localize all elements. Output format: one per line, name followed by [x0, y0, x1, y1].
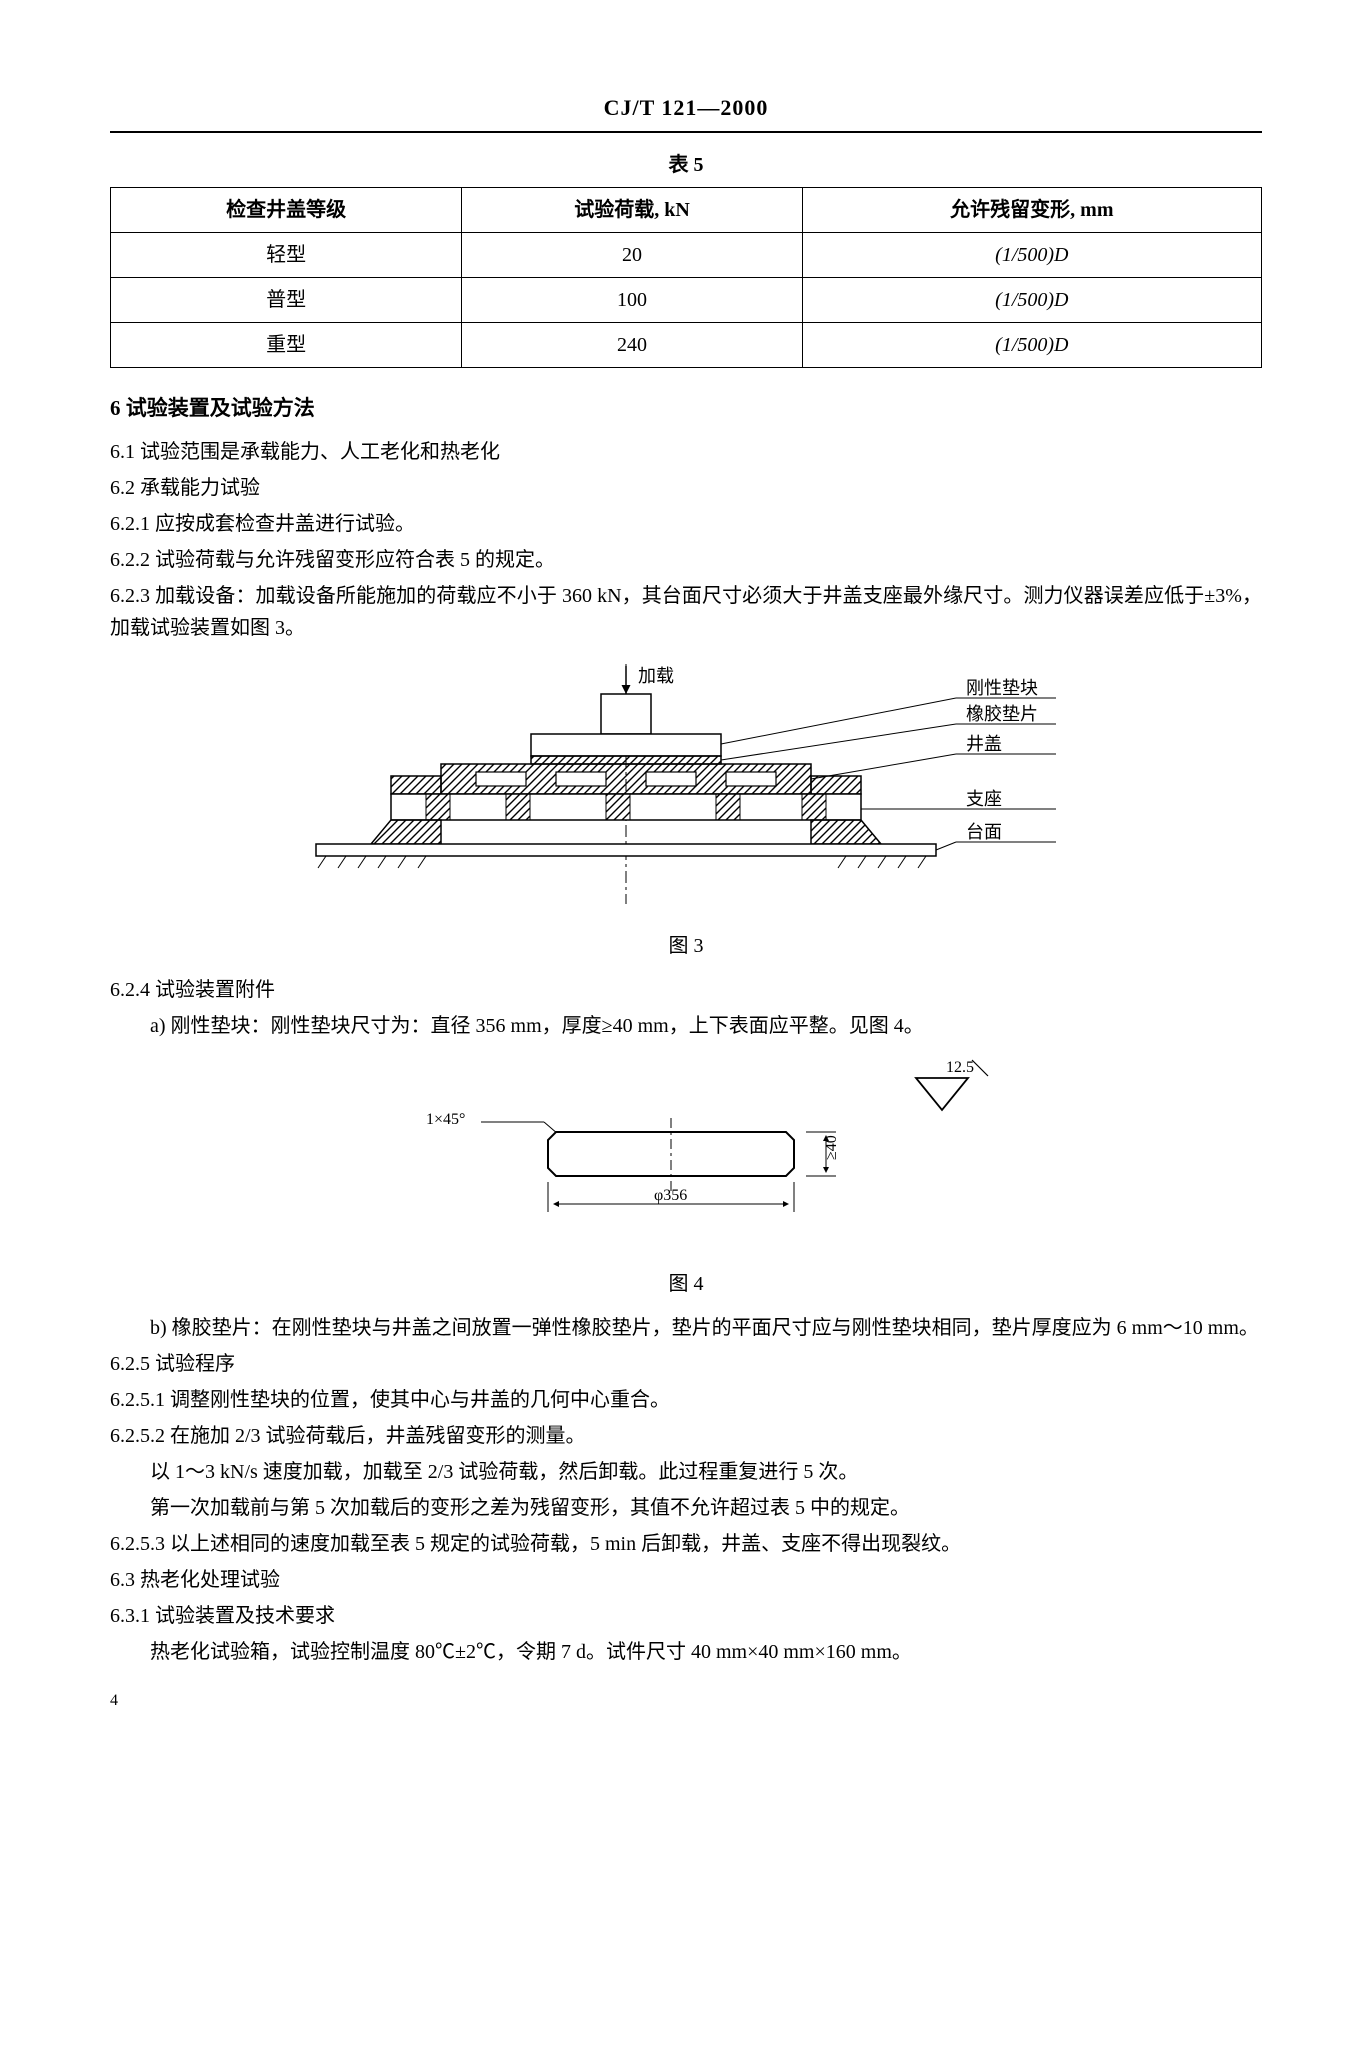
cell: 轻型	[111, 233, 462, 278]
cell: (1/500)D	[802, 278, 1261, 323]
cell: 100	[462, 278, 802, 323]
cell: (1/500)D	[802, 233, 1261, 278]
col-deform: 允许残留变形, mm	[802, 188, 1261, 233]
figure4-caption: 图 4	[110, 1268, 1262, 1300]
figure4-svg: 12.5 1×45° ≥40 φ356	[276, 1052, 1096, 1252]
fig3-cover-label: 井盖	[966, 734, 1002, 754]
p-6-2: 6.2 承载能力试验	[110, 472, 1262, 504]
p-6-3-1: 6.3.1 试验装置及技术要求	[110, 1600, 1262, 1632]
fig3-load-label: 加载	[638, 666, 674, 686]
figure3-caption: 图 3	[110, 930, 1262, 962]
figure3-svg: 加载 刚性垫块 橡胶垫片 井盖 支座	[276, 654, 1096, 914]
fig3-rigid-block-label: 刚性垫块	[966, 678, 1038, 698]
p-6-2-4-b: b) 橡胶垫片：在刚性垫块与井盖之间放置一弹性橡胶垫片，垫片的平面尺寸应与刚性垫…	[110, 1312, 1262, 1344]
p-6-3: 6.3 热老化处理试验	[110, 1564, 1262, 1596]
fig4-chamfer-label: 1×45°	[426, 1111, 465, 1128]
p-6-2-5-1: 6.2.5.1 调整刚性垫块的位置，使其中心与井盖的几何中心重合。	[110, 1384, 1262, 1416]
col-grade: 检查井盖等级	[111, 188, 462, 233]
table5-caption: 表 5	[110, 149, 1262, 181]
p-6-3-1-p: 热老化试验箱，试验控制温度 80℃±2℃，令期 7 d。试件尺寸 40 mm×4…	[110, 1636, 1262, 1668]
standard-header: CJ/T 121—2000	[110, 90, 1262, 133]
p-6-2-4-a: a) 刚性垫块：刚性垫块尺寸为：直径 356 mm，厚度≥40 mm，上下表面应…	[110, 1010, 1262, 1042]
p-6-2-5-2-p1: 以 1～3 kN/s 速度加载，加载至 2/3 试验荷载，然后卸载。此过程重复进…	[110, 1456, 1262, 1488]
table-row: 重型 240 (1/500)D	[111, 323, 1262, 368]
table-row: 检查井盖等级 试验荷载, kN 允许残留变形, mm	[111, 188, 1262, 233]
p-6-2-5: 6.2.5 试验程序	[110, 1348, 1262, 1380]
figure3: 加载 刚性垫块 橡胶垫片 井盖 支座	[110, 654, 1262, 924]
table-row: 轻型 20 (1/500)D	[111, 233, 1262, 278]
p-6-2-1: 6.2.1 应按成套检查井盖进行试验。	[110, 508, 1262, 540]
fig3-seat-label: 支座	[966, 789, 1002, 809]
p-6-2-3: 6.2.3 加载设备：加载设备所能施加的荷载应不小于 360 kN，其台面尺寸必…	[110, 580, 1262, 644]
table5: 检查井盖等级 试验荷载, kN 允许残留变形, mm 轻型 20 (1/500)…	[110, 187, 1262, 368]
p-6-1: 6.1 试验范围是承载能力、人工老化和热老化	[110, 436, 1262, 468]
p-6-2-4: 6.2.4 试验装置附件	[110, 974, 1262, 1006]
cell: 20	[462, 233, 802, 278]
page-number: 4	[110, 1688, 1262, 1714]
p-6-2-5-2: 6.2.5.2 在施加 2/3 试验荷载后，井盖残留变形的测量。	[110, 1420, 1262, 1452]
p-6-2-2: 6.2.2 试验荷载与允许残留变形应符合表 5 的规定。	[110, 544, 1262, 576]
fig4-diameter-label: φ356	[654, 1187, 687, 1204]
fig4-thickness-label: ≥40	[823, 1135, 840, 1160]
table-row: 普型 100 (1/500)D	[111, 278, 1262, 323]
col-load: 试验荷载, kN	[462, 188, 802, 233]
cell: 重型	[111, 323, 462, 368]
section6-title: 6 试验装置及试验方法	[110, 392, 1262, 426]
cell: 240	[462, 323, 802, 368]
figure4: 12.5 1×45° ≥40 φ356	[110, 1052, 1262, 1262]
fig4-roughness-label: 12.5	[946, 1059, 974, 1076]
cell: (1/500)D	[802, 323, 1261, 368]
fig3-platform-label: 台面	[966, 822, 1002, 842]
fig3-rubber-pad-label: 橡胶垫片	[966, 704, 1038, 724]
p-6-2-5-2-p2: 第一次加载前与第 5 次加载后的变形之差为残留变形，其值不允许超过表 5 中的规…	[110, 1492, 1262, 1524]
p-6-2-5-3: 6.2.5.3 以上述相同的速度加载至表 5 规定的试验荷载，5 min 后卸载…	[110, 1528, 1262, 1560]
cell: 普型	[111, 278, 462, 323]
